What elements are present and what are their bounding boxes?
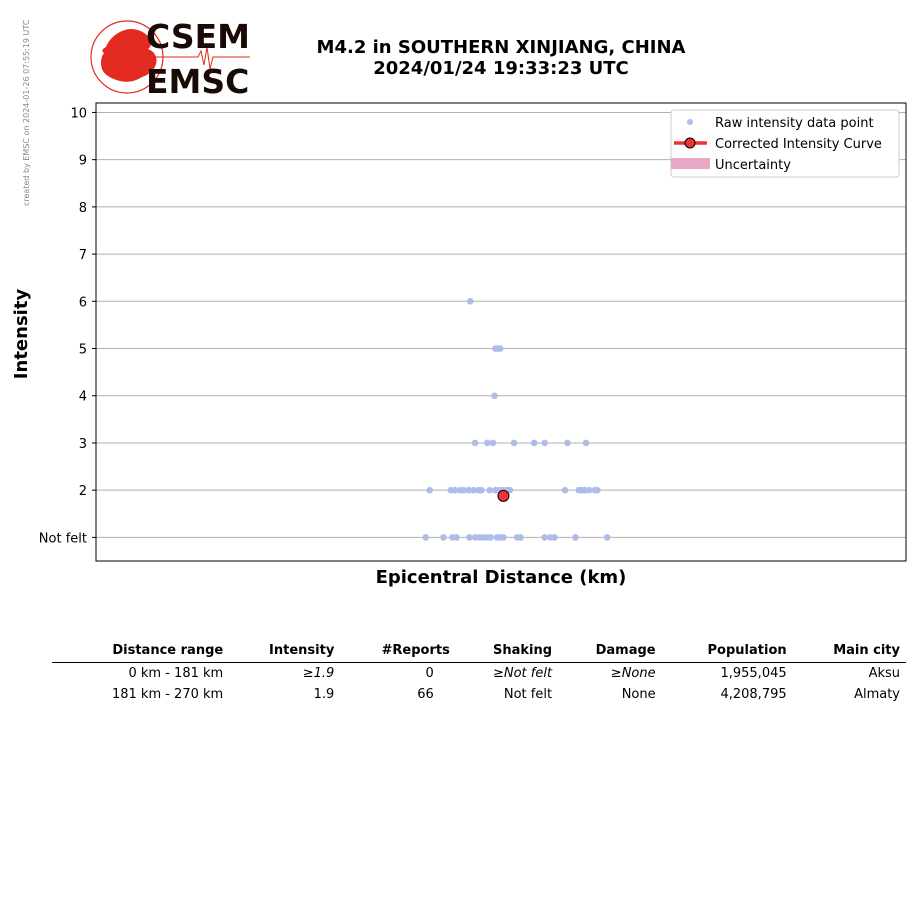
corrected-intensity-point xyxy=(497,489,510,502)
y-axis-label: Intensity xyxy=(11,289,32,380)
cell-shaking: ≥Not felt xyxy=(492,666,553,681)
cell-city: Aksu xyxy=(868,666,900,681)
raw-data-point xyxy=(603,534,611,541)
header-damage: Damage xyxy=(558,642,662,663)
cell-distance: 181 km - 270 km xyxy=(111,687,224,702)
header-population: Population xyxy=(661,642,793,663)
raw-data-point xyxy=(564,439,571,447)
legend-raw-marker xyxy=(687,119,693,125)
y-tick-label: 10 xyxy=(70,106,87,121)
raw-data-point xyxy=(510,439,518,447)
raw-data-point xyxy=(530,439,538,447)
logo-line2: EMSC xyxy=(146,62,249,97)
raw-data-point xyxy=(500,534,507,541)
plot-frame xyxy=(95,102,907,562)
raw-data-point xyxy=(541,534,549,541)
raw-data-point xyxy=(478,486,485,494)
y-tick-label: 4 xyxy=(79,390,87,405)
raw-data-point xyxy=(489,439,497,447)
legend: Raw intensity data point Corrected Inten… xyxy=(670,109,900,178)
raw-data-point xyxy=(517,534,524,541)
legend-raw-label: Raw intensity data point xyxy=(715,116,874,131)
raw-data-point xyxy=(506,486,514,494)
cell-reports: 66 xyxy=(417,687,434,702)
corrected-curve xyxy=(497,489,510,502)
cell-distance: 0 km - 181 km xyxy=(128,666,224,681)
raw-data-point xyxy=(471,439,479,447)
csem-emsc-logo: CSEM EMSC xyxy=(90,17,250,97)
y-tick-label: 6 xyxy=(79,295,87,310)
y-tick-label: Not felt xyxy=(39,531,87,546)
raw-data-point xyxy=(594,486,601,494)
intensity-table: Distance range Intensity #Reports Shakin… xyxy=(52,642,906,705)
raw-data-point xyxy=(561,486,569,494)
raw-data-point xyxy=(465,486,472,494)
y-tick-label: 3 xyxy=(79,437,87,452)
intensity-chart: Not felt 2 3 4 5 6 7 8 9 10 Epicentral Distance (… xyxy=(11,102,907,588)
raw-data-point xyxy=(422,534,429,541)
header-reports: #Reports xyxy=(340,642,456,663)
logo-europe-map xyxy=(100,29,157,82)
raw-data-point xyxy=(572,534,579,541)
legend-uncertainty-label: Uncertainty xyxy=(715,158,791,173)
chart-title: M4.2 in SOUTHERN XINJIANG, CHINA 2024/01… xyxy=(280,37,722,79)
raw-data-point xyxy=(470,486,477,494)
x-axis-label: Epicentral Distance (km) xyxy=(376,567,627,588)
y-tick-label: 9 xyxy=(79,154,87,169)
raw-data-point xyxy=(483,439,491,447)
y-tick-label: 8 xyxy=(79,201,87,216)
cell-shaking: Not felt xyxy=(503,687,553,702)
raw-data-point xyxy=(582,439,590,447)
raw-data-point xyxy=(460,486,468,494)
raw-data-point xyxy=(491,392,498,400)
y-tick-label: 7 xyxy=(79,248,87,263)
title-line1: M4.2 in SOUTHERN XINJIANG, CHINA xyxy=(316,37,686,58)
legend-box xyxy=(670,109,900,178)
raw-data-point xyxy=(541,439,549,447)
raw-data-point xyxy=(487,534,494,541)
y-tick-label: 5 xyxy=(79,343,87,358)
y-tick-label: 2 xyxy=(79,484,87,499)
legend-uncertainty-swatch xyxy=(671,158,710,169)
cell-damage: None xyxy=(621,687,656,702)
raw-data-point xyxy=(440,534,447,541)
table-row: 0 km - 181 km ≥1.9 0 ≥Not felt ≥None 1,9… xyxy=(52,663,906,685)
raw-data-point xyxy=(466,298,474,305)
title-line2: 2024/01/24 19:33:23 UTC xyxy=(373,58,629,79)
raw-data-point xyxy=(451,486,459,494)
cell-city: Almaty xyxy=(854,687,900,702)
raw-data-point xyxy=(496,345,504,352)
legend-curve-marker xyxy=(684,137,696,149)
logo-line1: CSEM xyxy=(146,17,250,56)
raw-data-point xyxy=(466,534,473,541)
cell-population: 1,955,045 xyxy=(720,666,787,681)
header-distance: Distance range xyxy=(52,642,230,663)
cell-damage: ≥None xyxy=(610,666,656,681)
cell-intensity: ≥1.9 xyxy=(302,666,335,681)
header-shaking: Shaking xyxy=(455,642,559,663)
legend-curve-label: Corrected Intensity Curve xyxy=(715,137,882,152)
header-intensity: Intensity xyxy=(229,642,341,663)
cell-reports: 0 xyxy=(425,666,434,681)
raw-data-point xyxy=(585,486,593,494)
logo-seismogram xyxy=(150,46,250,70)
cell-population: 4,208,795 xyxy=(720,687,787,702)
raw-points xyxy=(422,298,611,541)
cell-intensity: 1.9 xyxy=(313,687,335,702)
raw-data-point xyxy=(551,534,558,541)
table-header-row: Distance range Intensity #Reports Shakin… xyxy=(52,642,906,663)
raw-data-point xyxy=(453,534,460,541)
table-row: 181 km - 270 km 1.9 66 Not felt None 4,2… xyxy=(52,684,906,705)
raw-data-point xyxy=(426,486,434,494)
y-tick-labels: Not felt 2 3 4 5 6 7 8 9 10 xyxy=(39,106,96,546)
raw-data-point xyxy=(486,486,493,494)
header-city: Main city xyxy=(792,642,906,663)
